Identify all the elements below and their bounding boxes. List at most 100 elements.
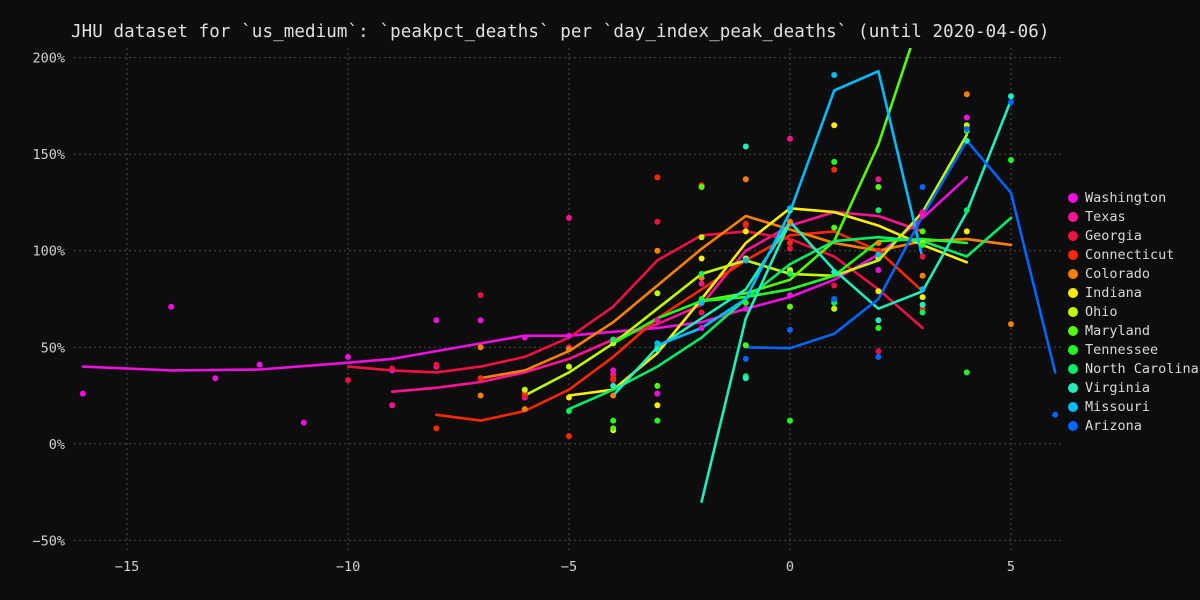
data-point-north-carolina xyxy=(566,408,572,414)
data-point-tennessee xyxy=(831,158,838,165)
data-point-washington xyxy=(698,325,705,331)
data-point-colorado xyxy=(1008,321,1014,328)
legend-item: Indiana xyxy=(1068,283,1199,302)
legend-label: Connecticut xyxy=(1085,246,1175,263)
data-point-texas xyxy=(698,280,705,287)
data-point-north-carolina xyxy=(698,270,705,277)
data-point-georgia xyxy=(875,348,882,355)
series-line-north-carolina xyxy=(567,216,1013,411)
legend-label: Tennessee xyxy=(1085,341,1159,358)
data-point-washington xyxy=(875,267,882,273)
data-point-arizona xyxy=(875,353,882,360)
legend-swatch xyxy=(1068,401,1078,412)
series-line-georgia xyxy=(346,230,924,374)
data-point-connecticut xyxy=(831,166,838,173)
legend-label: Arizona xyxy=(1085,417,1142,434)
data-point-maryland xyxy=(654,382,661,389)
legend-item: North Carolina xyxy=(1068,359,1199,378)
data-point-washington xyxy=(168,303,175,310)
legend-item: Tennessee xyxy=(1068,340,1199,359)
data-point-texas xyxy=(389,402,396,409)
data-point-arizona xyxy=(1008,99,1014,106)
data-point-tennessee xyxy=(963,369,970,376)
data-point-colorado xyxy=(919,272,926,279)
data-point-colorado xyxy=(566,346,572,353)
data-point-tennessee xyxy=(787,417,793,424)
data-point-arizona xyxy=(831,296,838,302)
data-point-colorado xyxy=(742,176,749,183)
data-point-maryland xyxy=(742,342,749,349)
data-point-tennessee xyxy=(610,417,617,424)
data-point-washington xyxy=(212,375,219,382)
data-point-missouri xyxy=(875,251,882,258)
data-point-georgia xyxy=(345,377,351,384)
x-tick-label: −15 xyxy=(115,559,139,575)
legend-label: Georgia xyxy=(1085,227,1142,244)
y-tick-label: 0% xyxy=(49,437,65,453)
y-tick-label: 200% xyxy=(32,51,65,67)
data-point-washington xyxy=(963,114,970,121)
legend-swatch xyxy=(1068,230,1078,241)
legend-label: Texas xyxy=(1085,208,1126,225)
legend-label: Maryland xyxy=(1085,322,1151,339)
legend-swatch xyxy=(1068,268,1078,279)
y-tick-label: −50% xyxy=(32,533,65,549)
data-point-washington xyxy=(742,305,749,312)
legend-label: North Carolina xyxy=(1085,360,1199,377)
data-point-missouri xyxy=(742,257,749,264)
data-point-virginia xyxy=(742,375,749,382)
x-tick-label: −10 xyxy=(336,559,360,575)
data-point-maryland xyxy=(787,303,793,310)
data-point-indiana xyxy=(654,402,661,409)
legend-swatch xyxy=(1068,211,1078,222)
data-point-maryland xyxy=(875,184,882,190)
data-point-washington xyxy=(79,390,86,397)
data-point-virginia xyxy=(1008,93,1014,100)
legend-item: Missouri xyxy=(1068,397,1199,416)
data-point-washington xyxy=(787,292,793,299)
data-point-colorado xyxy=(477,344,484,351)
y-tick-label: 150% xyxy=(32,147,65,163)
data-point-texas xyxy=(919,209,926,216)
data-point-maryland xyxy=(698,184,705,190)
series-points xyxy=(79,72,1059,440)
data-point-connecticut xyxy=(566,433,572,440)
legend-swatch xyxy=(1068,363,1078,374)
x-tick-label: −5 xyxy=(561,559,577,575)
data-point-washington xyxy=(433,317,440,324)
legend-label: Virginia xyxy=(1085,379,1151,396)
y-tick-label: 100% xyxy=(32,244,65,260)
data-point-georgia xyxy=(433,361,440,368)
grid-lines xyxy=(74,48,1064,550)
data-point-north-carolina xyxy=(610,336,617,343)
data-point-georgia xyxy=(654,218,661,225)
series-line-maryland xyxy=(700,48,912,303)
data-point-missouri xyxy=(919,286,926,293)
legend-swatch xyxy=(1068,325,1078,336)
legend-item: Washington xyxy=(1068,188,1199,207)
legend-item: Colorado xyxy=(1068,264,1199,283)
data-point-north-carolina xyxy=(919,309,926,316)
axis-tick-labels: −15 −10 −5 0 5 −50% 0% 50% 100% 150% 200% xyxy=(32,51,1015,575)
data-point-tennessee xyxy=(654,417,661,424)
series-line-virginia xyxy=(611,98,1013,397)
data-point-indiana xyxy=(963,228,970,235)
legend-label: Ohio xyxy=(1085,303,1118,320)
legend-swatch xyxy=(1068,344,1078,355)
data-point-arizona xyxy=(787,326,793,333)
legend-label: Indiana xyxy=(1085,284,1142,301)
data-point-texas xyxy=(787,135,793,142)
data-point-arizona xyxy=(1052,411,1059,418)
legend-swatch xyxy=(1068,192,1078,203)
data-point-colorado xyxy=(963,91,970,98)
data-point-tennessee xyxy=(1008,157,1014,163)
legend-label: Colorado xyxy=(1085,265,1151,282)
data-point-virginia xyxy=(610,382,617,389)
data-point-missouri xyxy=(831,72,838,78)
data-point-georgia xyxy=(698,309,705,316)
data-point-maryland xyxy=(831,224,838,231)
data-point-tennessee xyxy=(919,241,926,248)
chart-title: JHU dataset for `us_medium`: `peakpct_de… xyxy=(71,22,1050,42)
data-point-ohio xyxy=(831,305,838,312)
